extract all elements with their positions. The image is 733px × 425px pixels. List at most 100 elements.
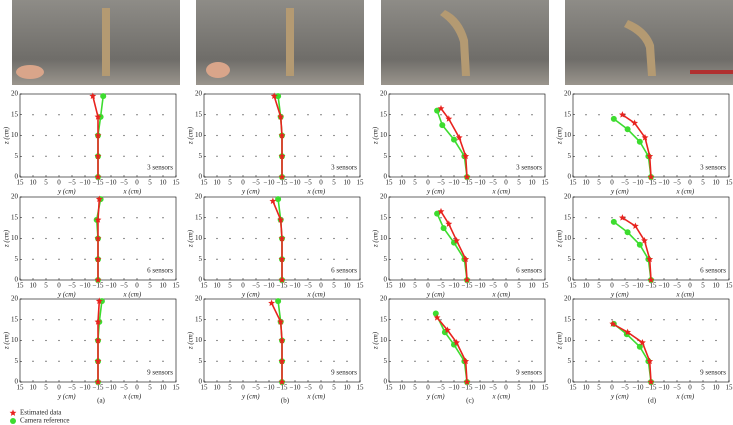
x-tick-label: 10 <box>529 384 537 392</box>
y-axis-label: z (cm) <box>372 331 380 350</box>
legend-label: Camera reference <box>20 417 70 425</box>
x-tick-label: −5 <box>120 282 128 290</box>
point-marker <box>453 236 461 244</box>
x-tick-label: 15 <box>726 384 733 392</box>
grid-dot <box>229 134 231 137</box>
x-tick-label: 15 <box>201 179 209 187</box>
grid-dot <box>268 237 270 240</box>
point-marker <box>94 276 102 283</box>
x-tick-label: 5 <box>413 384 417 392</box>
y-tick-label: 20 <box>380 90 388 98</box>
x-axis-label: y (cm) <box>426 393 445 401</box>
point-marker <box>270 92 278 99</box>
grid-dot <box>611 319 613 321</box>
grid-dot <box>346 258 348 260</box>
x-tick-label: −5 <box>437 384 445 392</box>
grid-dot <box>45 134 47 137</box>
x-tick-label: −10 <box>659 384 670 392</box>
grid-dot <box>346 114 348 116</box>
grid-dot <box>440 319 442 321</box>
point-marker <box>95 297 103 304</box>
x-tick-label: 0 <box>504 282 508 290</box>
grid-dot <box>492 217 494 219</box>
grid-dot <box>255 319 257 321</box>
x-tick-label: 15 <box>726 282 733 290</box>
grid-dot <box>505 217 507 219</box>
y-axis-label: z (cm) <box>372 126 380 145</box>
grid-dot <box>663 134 665 137</box>
annotation: 6 sensors <box>331 267 357 275</box>
grid-dot <box>479 237 481 240</box>
grid-dot <box>689 217 691 219</box>
x-tick-label: 15 <box>386 179 394 187</box>
grid-dot <box>58 114 60 116</box>
y-tick-label: 20 <box>564 193 572 201</box>
grid-dot <box>71 114 73 116</box>
grid-dot <box>466 134 468 137</box>
point-marker <box>277 318 285 325</box>
grid-dot <box>58 258 60 260</box>
grid-dot <box>294 258 296 260</box>
x-tick-label: 5 <box>597 179 601 187</box>
point-marker <box>462 255 470 263</box>
grid-dot <box>663 360 665 362</box>
x-tick-label: −5 <box>68 384 76 392</box>
grid-dot <box>492 258 494 260</box>
y-axis-label: z (cm) <box>3 229 11 248</box>
y-tick-label: 15 <box>564 110 572 118</box>
grid-dot <box>505 155 507 157</box>
x-axis-label: y (cm) <box>241 291 260 299</box>
x-tick-label: 15 <box>173 179 181 187</box>
x-tick-label: 0 <box>504 384 508 392</box>
grid-dot <box>320 217 322 219</box>
point-marker <box>269 197 277 205</box>
x-axis-label: y (cm) <box>426 291 445 299</box>
x-tick-label: 15 <box>201 282 209 290</box>
grid-dot <box>453 237 455 240</box>
grid-dot <box>624 155 626 157</box>
x-tick-label: −10 <box>290 282 301 290</box>
grid-dot <box>110 360 112 362</box>
grid-dot <box>492 360 494 362</box>
grid-dot <box>466 319 468 321</box>
point-marker <box>624 126 631 133</box>
point-marker <box>636 138 643 145</box>
grid-dot <box>689 319 691 321</box>
grid-dot <box>216 339 218 342</box>
y-tick-label: 15 <box>564 315 572 323</box>
x-tick-label: −5 <box>673 282 681 290</box>
y-tick-label: 15 <box>11 315 19 323</box>
grid-dot <box>216 319 218 321</box>
grid-dot <box>149 258 151 260</box>
x-tick-label: 15 <box>542 179 550 187</box>
x-tick-label: −10 <box>633 179 644 187</box>
y-tick-label: 10 <box>195 336 203 344</box>
grid-dot <box>294 155 296 157</box>
grid-dot <box>307 360 309 362</box>
x-tick-label: −10 <box>106 384 117 392</box>
grid-dot <box>637 217 639 219</box>
x-tick-label: 0 <box>610 179 614 187</box>
y-tick-label: 15 <box>380 213 388 221</box>
point-marker <box>631 222 639 229</box>
y-tick-label: 10 <box>11 336 19 344</box>
y-tick-label: 0 <box>199 378 203 386</box>
grid-dot <box>518 134 520 137</box>
x-tick-label: 10 <box>583 384 591 392</box>
point-marker <box>463 276 471 283</box>
x-tick-label: −15 <box>277 282 288 290</box>
x-tick-label: −5 <box>621 384 629 392</box>
grid-dot <box>110 155 112 157</box>
y-tick-label: 0 <box>15 276 19 284</box>
point-marker <box>94 131 102 139</box>
grid-dot <box>45 237 47 240</box>
photo <box>381 0 549 85</box>
grid-dot <box>71 258 73 260</box>
y-axis-label: z (cm) <box>556 126 564 145</box>
x-tick-label: −5 <box>621 282 629 290</box>
grid-dot <box>611 155 613 157</box>
x-tick-label: 15 <box>542 282 550 290</box>
grid-dot <box>505 319 507 321</box>
grid-dot <box>611 217 613 219</box>
grid-dot <box>518 360 520 362</box>
